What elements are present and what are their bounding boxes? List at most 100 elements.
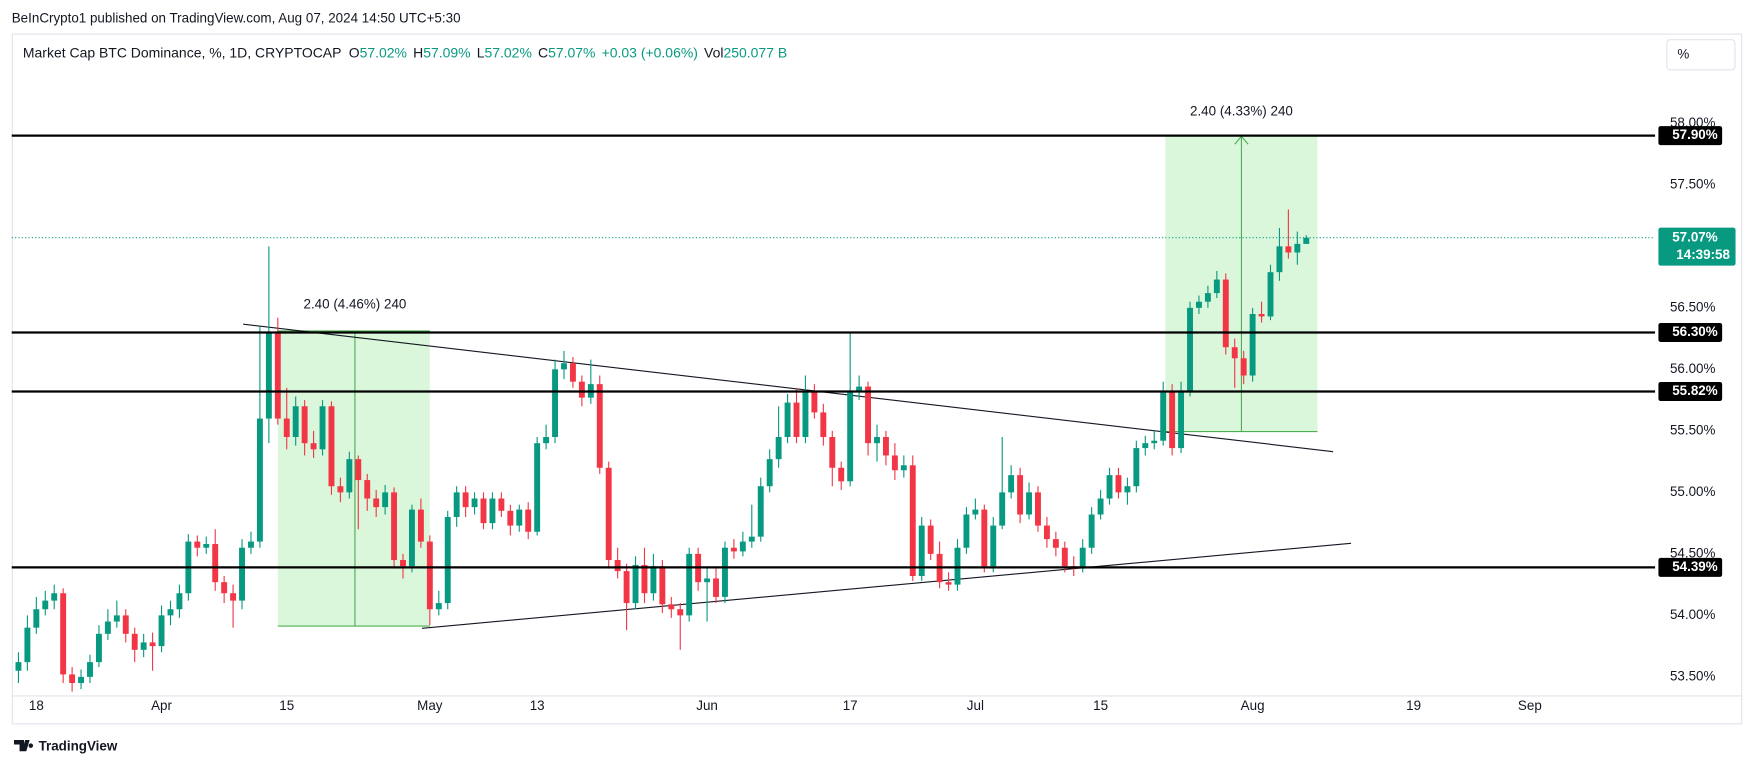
level-label-box: [1658, 381, 1723, 402]
x-tick-label: Jul: [967, 698, 984, 713]
candle-body: [328, 406, 335, 487]
candle-body: [990, 525, 997, 567]
candle-body: [1026, 492, 1032, 515]
legend-key: Vol: [704, 44, 723, 60]
last-price-box: [1658, 227, 1736, 266]
candle-body: [337, 486, 344, 493]
candle-body: [882, 437, 889, 456]
candle-body: [739, 541, 746, 552]
legend-key: L: [477, 44, 485, 60]
y-tick-label: 54.50%: [1670, 545, 1716, 560]
candle-body: [131, 633, 138, 650]
candle-body: [918, 525, 925, 577]
candle-body: [802, 391, 809, 438]
candle-body: [1017, 475, 1024, 515]
candle-body: [498, 498, 505, 511]
candle-body: [900, 465, 907, 471]
legend: Market Cap BTC Dominance, %, 1D, CRYPTOC…: [23, 44, 787, 60]
candle-body: [1249, 314, 1256, 376]
candle-body: [1258, 314, 1265, 317]
x-tick-label: 15: [1093, 698, 1108, 713]
candle-body: [122, 615, 129, 634]
legend-key: O: [349, 44, 360, 60]
y-tick-label: 55.50%: [1670, 422, 1716, 437]
legend-value: 57.09%: [423, 44, 470, 60]
candle-body: [239, 547, 245, 601]
measure-label: 2.40 (4.46%) 240: [304, 297, 407, 312]
level-label: 57.90%: [1672, 127, 1718, 142]
candle-body: [203, 544, 210, 548]
candle-body: [301, 406, 308, 444]
candle-body: [1008, 475, 1015, 493]
candle-body: [1285, 246, 1292, 253]
x-tick-label: 17: [843, 698, 858, 713]
candle-body: [1267, 272, 1274, 317]
candles: [15, 209, 1310, 692]
candle-body: [400, 560, 406, 567]
candle-body: [632, 564, 639, 604]
candle-body: [614, 560, 621, 572]
candle-body: [149, 642, 156, 647]
candle-body: [310, 443, 317, 450]
candle-body: [1133, 448, 1140, 487]
candle-body: [784, 402, 791, 438]
countdown-label: 14:39:58: [1676, 247, 1730, 262]
y-tick-label: 57.50%: [1670, 176, 1716, 191]
candle-body: [230, 593, 237, 601]
candle-body: [283, 418, 290, 438]
candle-body: [1303, 237, 1310, 244]
candle-body: [24, 627, 31, 663]
candle-body: [15, 662, 22, 671]
candle-body: [829, 437, 836, 468]
candle-body: [248, 541, 254, 548]
candle-body: [972, 509, 979, 515]
candle-body: [605, 467, 612, 561]
measure-label: 2.40 (4.33%) 240: [1190, 103, 1293, 118]
footer-text: TradingView: [39, 738, 118, 753]
candle-body: [954, 547, 961, 585]
legend-value: 57.02%: [360, 44, 407, 60]
candle-body: [596, 384, 603, 468]
y-tick-label: 54.00%: [1670, 607, 1716, 622]
candle-body: [78, 676, 85, 684]
candle-body: [578, 381, 585, 398]
candle-body: [793, 402, 800, 438]
candle-body: [820, 412, 827, 438]
candle-body: [355, 459, 362, 481]
candle-body: [668, 604, 675, 610]
candle-body: [1097, 498, 1104, 515]
scale-button-label[interactable]: %: [1677, 46, 1689, 61]
legend-key: C: [538, 44, 548, 60]
candle-body: [417, 509, 424, 542]
candle-body: [1276, 246, 1283, 273]
candle-body: [1052, 539, 1059, 548]
candle-body: [1115, 475, 1122, 493]
level-label-box: [1658, 126, 1723, 146]
candle-body: [1106, 475, 1113, 499]
last-price-label: 57.07%: [1672, 229, 1718, 244]
candle-body: [265, 332, 272, 419]
candle-body: [462, 492, 469, 508]
candle-body: [561, 363, 567, 370]
y-tick-label: 56.50%: [1670, 299, 1716, 314]
candle-body: [1178, 391, 1185, 449]
x-tick-label: 19: [1406, 698, 1421, 713]
logo-mark: [13, 740, 34, 752]
candle-body: [444, 516, 451, 604]
x-tick-label: Sep: [1518, 698, 1542, 713]
legend-value: 57.07%: [548, 44, 595, 60]
candle-body: [891, 455, 898, 471]
y-tick-label: 58.00%: [1670, 115, 1716, 130]
candle-body: [507, 510, 514, 526]
candle-body: [1142, 443, 1149, 449]
candle-body: [1196, 301, 1202, 308]
footer-logo: TradingView: [13, 738, 118, 753]
candle-body: [1204, 293, 1211, 302]
candle-body: [346, 459, 353, 493]
y-tick-label: 56.00%: [1670, 361, 1716, 376]
scale-button[interactable]: [1666, 39, 1736, 71]
legend-change: +0.03 (+0.06%): [602, 44, 698, 60]
candle-body: [909, 465, 916, 577]
